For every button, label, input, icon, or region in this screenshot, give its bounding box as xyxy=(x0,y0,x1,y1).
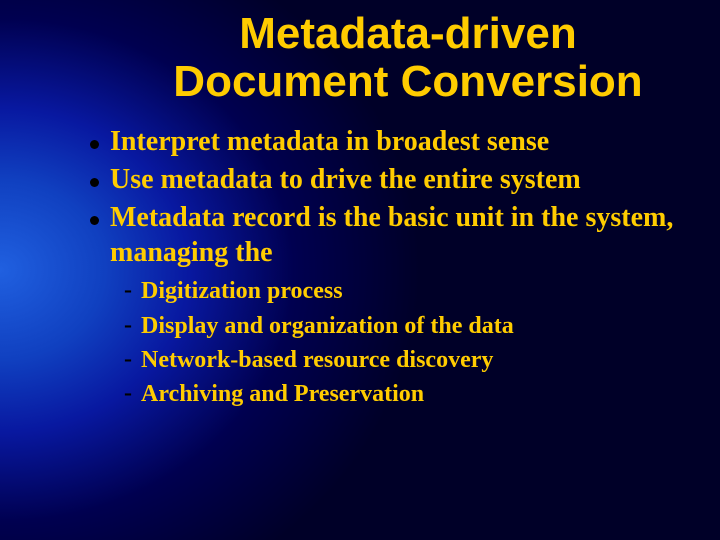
sub-bullet-item: - Digitization process xyxy=(124,275,690,307)
sub-bullet-text: Digitization process xyxy=(141,275,343,307)
sub-bullet-text: Archiving and Preservation xyxy=(141,378,424,410)
sub-bullet-text: Display and organization of the data xyxy=(141,310,514,342)
bullet-item: Metadata record is the basic unit in the… xyxy=(90,200,690,272)
slide-content: Interpret metadata in broadest sense Use… xyxy=(90,124,690,413)
bullet-dash-icon: - xyxy=(124,275,132,306)
bullet-item: Interpret metadata in broadest sense xyxy=(90,124,690,160)
bullet-dash-icon: - xyxy=(124,344,132,375)
slide: Metadata-driven Document Conversion Inte… xyxy=(0,0,720,540)
bullet-dash-icon: - xyxy=(124,378,132,409)
bullet-text: Interpret metadata in broadest sense xyxy=(110,124,549,160)
sub-bullet-list: - Digitization process - Display and org… xyxy=(124,275,690,411)
bullet-dot-icon xyxy=(90,140,99,149)
bullet-text: Use metadata to drive the entire system xyxy=(110,162,581,198)
bullet-dot-icon xyxy=(90,216,99,225)
bullet-dash-icon: - xyxy=(124,310,132,341)
bullet-text: Metadata record is the basic unit in the… xyxy=(110,200,690,272)
sub-bullet-item: - Archiving and Preservation xyxy=(124,378,690,410)
slide-title: Metadata-driven Document Conversion xyxy=(128,10,688,105)
sub-bullet-item: - Network-based resource discovery xyxy=(124,344,690,376)
sub-bullet-item: - Display and organization of the data xyxy=(124,310,690,342)
sub-bullet-text: Network-based resource discovery xyxy=(141,344,493,376)
bullet-dot-icon xyxy=(90,178,99,187)
bullet-item: Use metadata to drive the entire system xyxy=(90,162,690,198)
